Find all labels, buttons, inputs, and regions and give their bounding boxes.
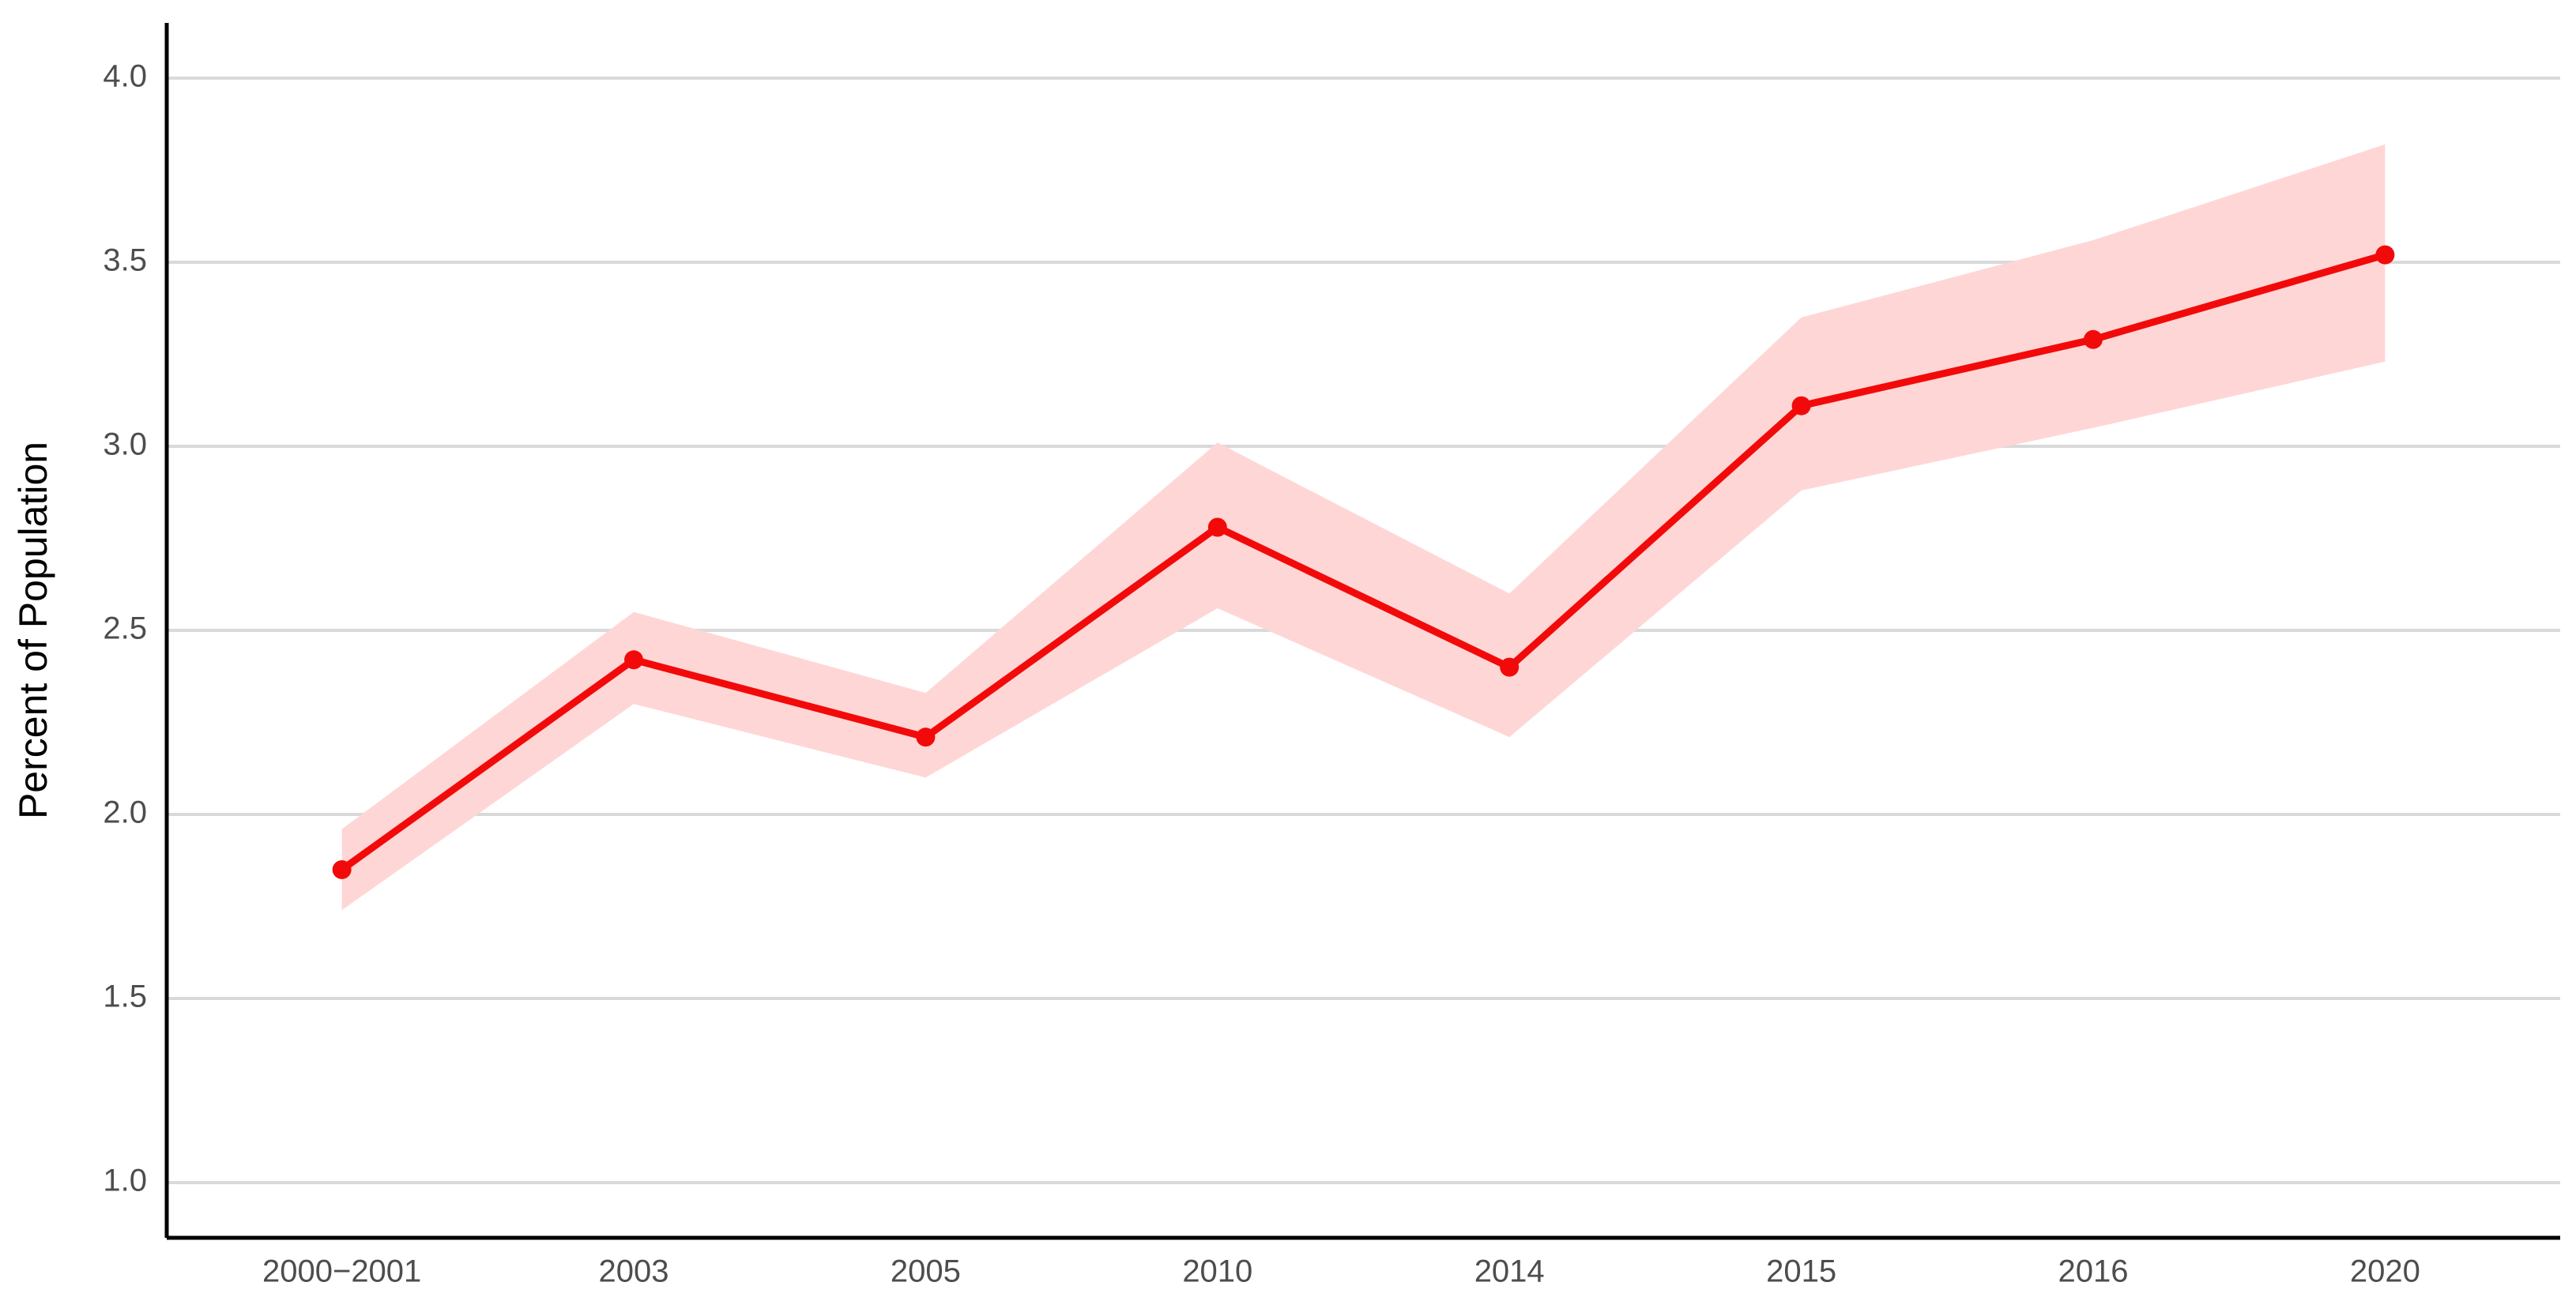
x-tick-label: 2014 xyxy=(1474,1254,1545,1289)
x-tick-label: 2010 xyxy=(1182,1254,1252,1289)
point xyxy=(2083,329,2103,349)
x-tick-label: 2015 xyxy=(1766,1254,1836,1289)
x-tick-label: 2000−2001 xyxy=(262,1254,421,1289)
y-tick-label: 4.0 xyxy=(103,58,147,93)
point xyxy=(624,650,644,670)
line xyxy=(340,251,2386,873)
y-tick-label: 2.0 xyxy=(103,795,147,830)
confidence-band xyxy=(341,144,2386,911)
x-tick-label: 2005 xyxy=(891,1254,961,1289)
y-axis-title: Percent of Population xyxy=(11,442,55,819)
x-tick-label: 2003 xyxy=(599,1254,669,1289)
point xyxy=(1500,657,1520,677)
y-tick-label: 3.0 xyxy=(103,427,147,462)
x-tick-label: 2020 xyxy=(2350,1254,2420,1289)
point xyxy=(332,859,352,879)
y-tick-label: 3.5 xyxy=(103,243,147,278)
y-tick-label: 1.0 xyxy=(103,1164,147,1198)
point xyxy=(916,728,936,747)
y-tick-label: 1.5 xyxy=(103,980,147,1014)
point xyxy=(1791,396,1811,415)
y-tick-label: 2.5 xyxy=(103,611,147,646)
x-tick-label: 2016 xyxy=(2058,1254,2128,1289)
point xyxy=(1207,517,1227,537)
point xyxy=(2375,245,2395,265)
